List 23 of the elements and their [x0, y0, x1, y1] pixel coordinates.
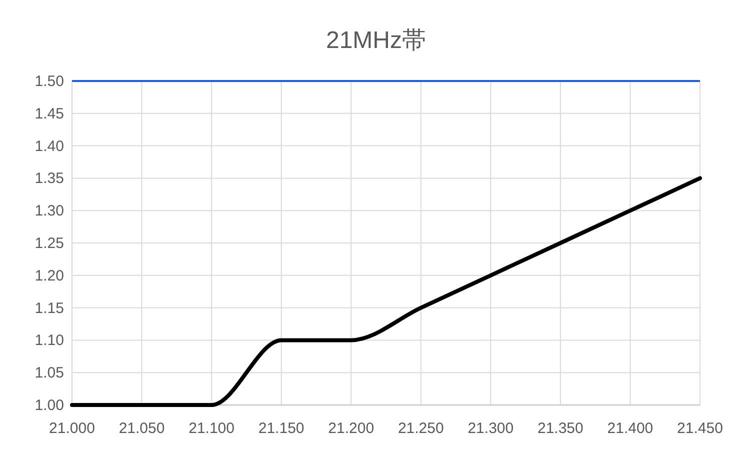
x-tick-label: 21.200: [328, 420, 374, 437]
y-tick-label: 1.10: [34, 332, 64, 350]
x-tick-label: 21.350: [538, 420, 584, 437]
y-tick-label: 1.45: [34, 105, 64, 122]
line-series: [70, 176, 702, 407]
x-tick-label: 21.250: [398, 420, 444, 437]
y-tick-label: 1.50: [34, 73, 64, 90]
y-tick-label: 1.40: [34, 138, 64, 155]
x-tick-label: 21.150: [258, 420, 304, 437]
x-tick-label: 21.450: [677, 420, 723, 437]
y-tick-label: 1.00: [34, 397, 64, 414]
x-tick-label: 21.100: [188, 420, 234, 437]
x-tick-label: 21.000: [49, 420, 95, 437]
x-tick-label: 21.400: [607, 420, 654, 437]
y-tick-label: 1.35: [34, 170, 64, 188]
y-tick-label: 1.20: [34, 267, 64, 284]
y-tick-label: 1.30: [34, 202, 64, 220]
y-tick-label: 1.15: [34, 300, 64, 317]
y-tick-label: 1.25: [34, 235, 64, 252]
x-tick-label: 21.300: [468, 420, 514, 437]
x-tick-label: 21.050: [118, 420, 165, 437]
chart-title: 21MHz帯: [326, 27, 426, 54]
y-tick-label: 1.05: [34, 364, 64, 382]
